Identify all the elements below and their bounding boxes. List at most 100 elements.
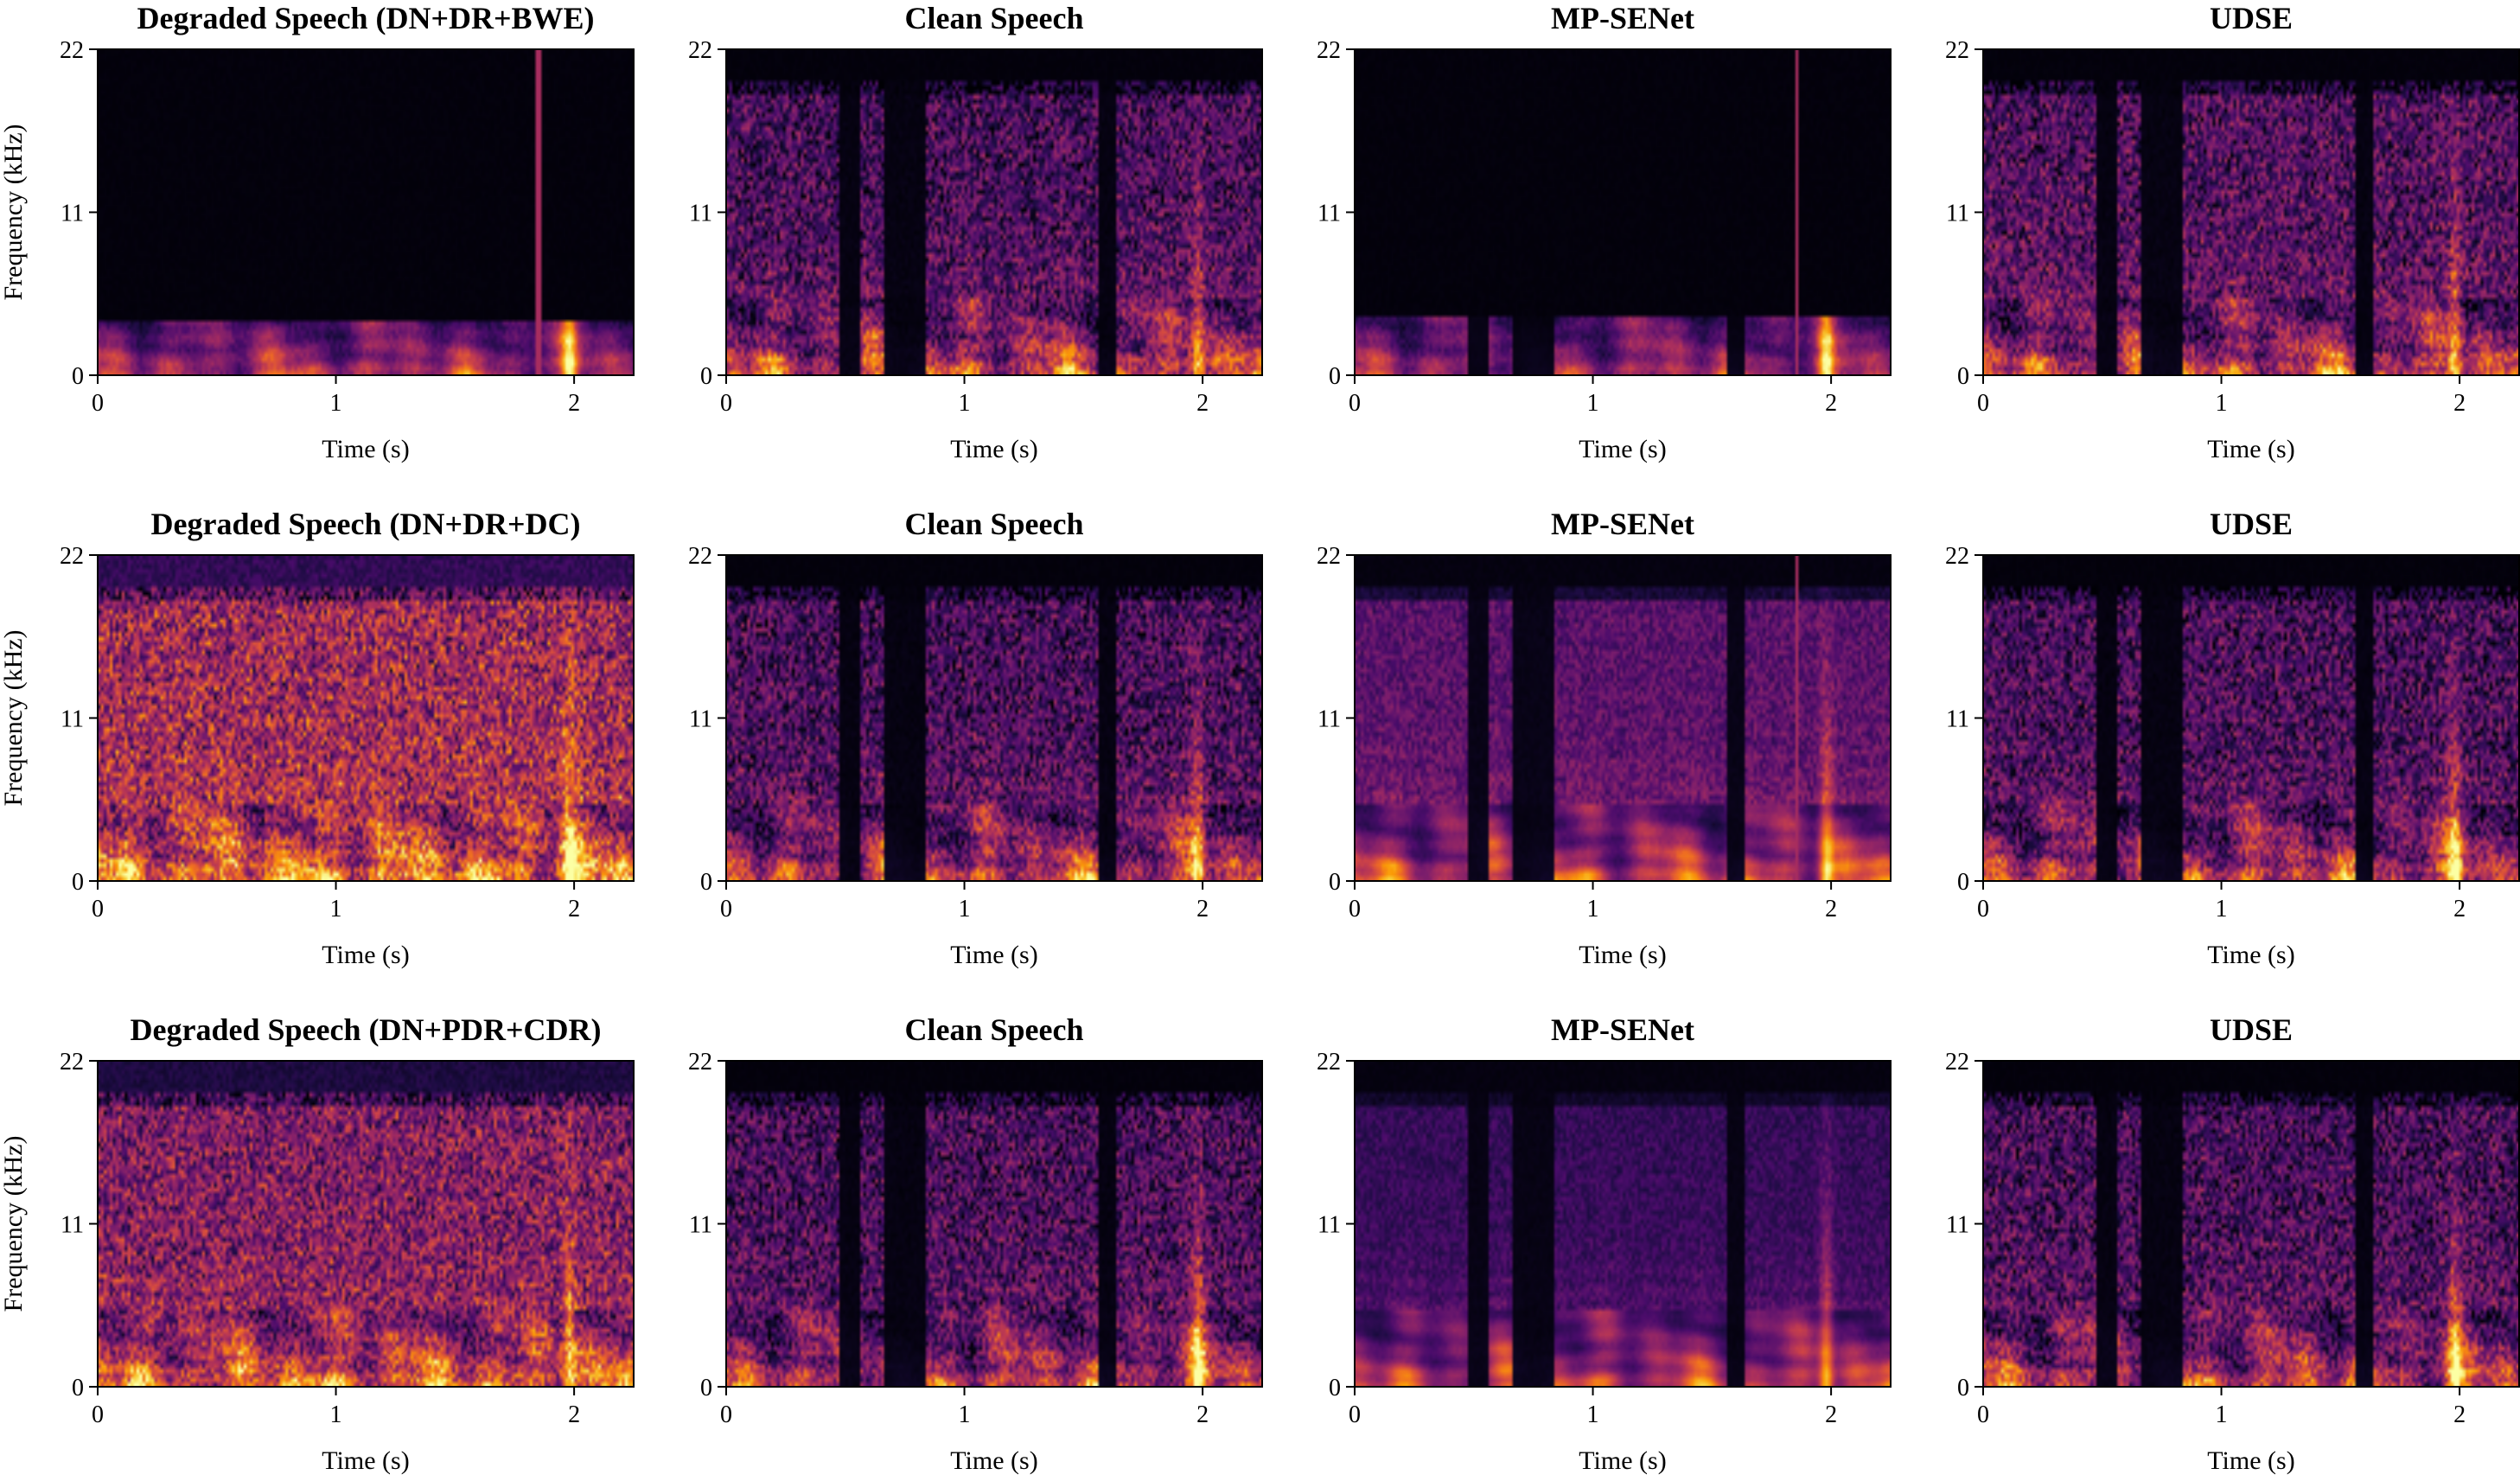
x-tick-label: 0 — [1349, 390, 1361, 417]
x-tick-label: 2 — [2453, 390, 2466, 417]
x-tick-label: 2 — [1196, 1401, 1209, 1428]
panel-title: Clean Speech — [905, 1012, 1084, 1047]
x-tick-label: 1 — [959, 896, 971, 922]
x-tick-label: 1 — [330, 1401, 342, 1428]
x-axis-label: Time (s) — [950, 941, 1037, 969]
x-tick-label: 2 — [1196, 390, 1209, 417]
y-axis-label: Frequency (kHz) — [0, 124, 28, 300]
y-tick-label: 11 — [1317, 201, 1341, 227]
y-tick-label: 11 — [1317, 1212, 1341, 1239]
panel-title: UDSE — [2210, 1012, 2293, 1047]
spectrogram-heatmap — [1355, 49, 1891, 375]
panel-title: MP-SENet — [1551, 1, 1694, 35]
x-tick-label: 2 — [2453, 1401, 2466, 1428]
y-tick-label: 22 — [688, 543, 712, 570]
x-axis-label: Time (s) — [2207, 1446, 2294, 1475]
y-tick-label: 0 — [700, 1375, 712, 1401]
y-tick-label: 11 — [61, 1212, 84, 1239]
x-tick-label: 1 — [1587, 390, 1599, 417]
x-axis-label: Time (s) — [950, 1446, 1037, 1475]
x-tick-label: 1 — [959, 390, 971, 417]
spectrogram-heatmap — [726, 49, 1262, 375]
x-tick-label: 0 — [1349, 896, 1361, 922]
y-tick-label: 11 — [61, 201, 84, 227]
x-tick-label: 1 — [2216, 896, 2228, 922]
y-tick-label: 22 — [60, 1049, 84, 1076]
panel-title: Degraded Speech (DN+DR+DC) — [151, 507, 581, 541]
y-tick-label: 0 — [1957, 1375, 1969, 1401]
x-axis-label: Time (s) — [1579, 941, 1666, 969]
y-tick-label: 22 — [1945, 37, 1969, 64]
spectrogram-panel: Degraded Speech (DN+DR+DC) 0 1 2 0 11 22 Time (… — [0, 507, 635, 969]
y-tick-label: 22 — [1945, 1049, 1969, 1076]
spectrogram-panel: Clean Speech 0 1 2 0 11 22 Time (s) — [688, 1012, 1263, 1475]
panel-title: MP-SENet — [1551, 507, 1694, 541]
spectrogram-panel: Clean Speech 0 1 2 0 11 22 Time (s) — [688, 507, 1263, 969]
x-axis-label: Time (s) — [322, 941, 409, 969]
panel-title: Clean Speech — [905, 1, 1084, 35]
y-tick-label: 0 — [700, 363, 712, 390]
x-tick-label: 0 — [92, 896, 104, 922]
x-tick-label: 1 — [1587, 896, 1599, 922]
spectrogram-panel: Clean Speech 0 1 2 0 11 22 Time (s) — [688, 1, 1263, 463]
x-tick-label: 2 — [568, 896, 580, 922]
x-axis-label: Time (s) — [1579, 435, 1666, 463]
x-tick-label: 1 — [330, 896, 342, 922]
spectrogram-heatmap — [1355, 1061, 1891, 1387]
y-tick-label: 22 — [60, 37, 84, 64]
panel-title: UDSE — [2210, 507, 2293, 541]
y-tick-label: 11 — [689, 1212, 712, 1239]
x-tick-label: 0 — [1977, 896, 1989, 922]
x-tick-label: 1 — [1587, 1401, 1599, 1428]
y-tick-label: 0 — [72, 363, 84, 390]
x-tick-label: 2 — [1196, 896, 1209, 922]
x-tick-label: 1 — [959, 1401, 971, 1428]
y-tick-label: 22 — [1317, 37, 1341, 64]
spectrogram-panel: UDSE 0 1 2 0 11 22 Time (s) — [1945, 1012, 2520, 1475]
y-tick-label: 22 — [1945, 543, 1969, 570]
x-tick-label: 0 — [92, 390, 104, 417]
x-tick-label: 2 — [568, 1401, 580, 1428]
y-tick-label: 11 — [1317, 706, 1341, 733]
x-tick-label: 0 — [92, 1401, 104, 1428]
y-tick-label: 0 — [1329, 1375, 1341, 1401]
y-axis-label: Frequency (kHz) — [0, 629, 28, 806]
y-tick-label: 11 — [1946, 1212, 1969, 1239]
spectrogram-heatmap — [726, 555, 1262, 881]
y-tick-label: 11 — [1946, 706, 1969, 733]
y-tick-label: 0 — [72, 1375, 84, 1401]
spectrogram-panel: UDSE 0 1 2 0 11 22 Time (s) — [1945, 507, 2520, 969]
x-axis-label: Time (s) — [322, 435, 409, 463]
spectrogram-heatmap — [1983, 555, 2519, 881]
y-tick-label: 11 — [61, 706, 84, 733]
y-tick-label: 0 — [1329, 869, 1341, 896]
x-tick-label: 0 — [720, 390, 732, 417]
x-tick-label: 1 — [2216, 390, 2228, 417]
y-tick-label: 22 — [1317, 1049, 1341, 1076]
y-tick-label: 22 — [688, 37, 712, 64]
panel-title: UDSE — [2210, 1, 2293, 35]
x-tick-label: 2 — [1825, 390, 1837, 417]
spectrogram-heatmap — [1983, 1061, 2519, 1387]
y-tick-label: 0 — [1329, 363, 1341, 390]
y-tick-label: 22 — [688, 1049, 712, 1076]
spectrogram-heatmap — [98, 555, 634, 881]
spectrogram-heatmap — [98, 1061, 634, 1387]
x-axis-label: Time (s) — [1579, 1446, 1666, 1475]
spectrogram-heatmap — [1355, 555, 1891, 881]
spectrogram-panel: UDSE 0 1 2 0 11 22 Time (s) — [1945, 1, 2520, 463]
panel-title: Degraded Speech (DN+DR+BWE) — [137, 1, 595, 35]
spectrogram-heatmap — [726, 1061, 1262, 1387]
y-tick-label: 11 — [689, 706, 712, 733]
y-tick-label: 11 — [689, 201, 712, 227]
spectrogram-panel: Degraded Speech (DN+PDR+CDR) 0 1 2 0 11 22 Time… — [0, 1012, 635, 1475]
x-tick-label: 0 — [1977, 1401, 1989, 1428]
y-tick-label: 22 — [60, 543, 84, 570]
x-tick-label: 0 — [720, 896, 732, 922]
spectrogram-heatmap — [98, 49, 634, 375]
y-tick-label: 11 — [1946, 201, 1969, 227]
panel-title: Degraded Speech (DN+PDR+CDR) — [131, 1012, 602, 1047]
panel-title: Clean Speech — [905, 507, 1084, 541]
x-tick-label: 1 — [2216, 1401, 2228, 1428]
